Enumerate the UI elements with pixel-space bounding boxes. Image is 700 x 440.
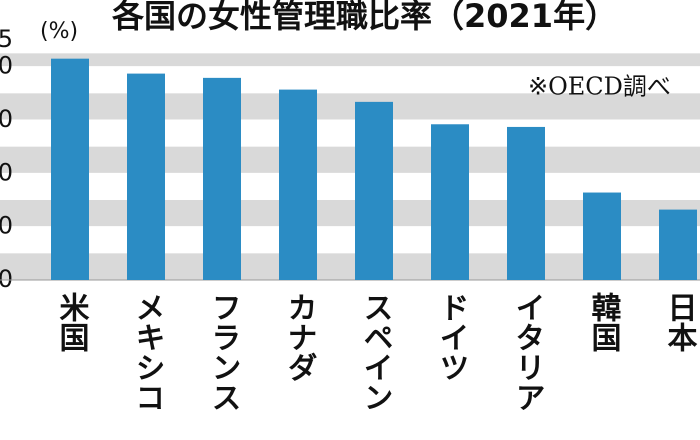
bar: [431, 124, 469, 281]
x-tick-label: スペイン: [358, 292, 393, 412]
y-tick-label: 45: [0, 25, 13, 53]
bar: [203, 77, 241, 280]
chart-title: 各国の女性管理職比率（2021年）: [112, 0, 617, 35]
x-tick-label: メキシコ: [130, 292, 165, 412]
y-tick-label: 0: [0, 265, 13, 293]
y-tick-label: 30: [0, 105, 13, 133]
x-tick-label: 日本: [662, 292, 698, 352]
y-unit: (%): [40, 19, 78, 44]
x-tick-label: ドイツ: [434, 292, 469, 382]
grid-band: [0, 53, 700, 67]
x-tick-label: 韓国: [586, 292, 622, 352]
bar: [507, 126, 545, 280]
bar: [127, 73, 165, 280]
x-tick-label: カナダ: [282, 292, 317, 382]
x-tick-label: 米国: [54, 292, 90, 352]
x-tick-label: イタリア: [510, 292, 545, 412]
bar: [583, 192, 621, 280]
bar: [279, 89, 317, 280]
y-tick-label: 20: [0, 158, 13, 186]
grid-band: [0, 146, 700, 174]
annotation: ※OECD調べ: [528, 73, 671, 101]
y-tick-label: 10: [0, 212, 13, 240]
bar: [355, 101, 393, 280]
grid-band: [0, 93, 700, 120]
bar: [659, 209, 697, 280]
y-tick-label: 40: [0, 52, 13, 80]
x-tick-label: フランス: [206, 292, 241, 412]
bar: [51, 58, 89, 280]
